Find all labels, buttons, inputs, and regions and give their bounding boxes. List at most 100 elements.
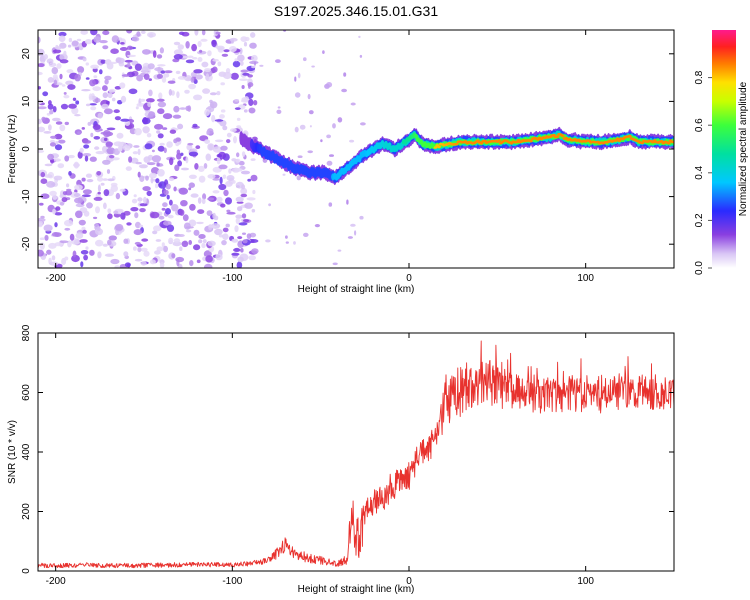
spectrogram-noise-blob — [99, 40, 108, 44]
spectrogram-noise-blob — [184, 89, 190, 94]
spectrogram-noise-blob — [179, 107, 186, 110]
spectrogram-noise-blob — [83, 210, 90, 217]
spectrogram-noise-blob — [90, 30, 98, 36]
spectrogram-noise-blob — [54, 222, 58, 228]
spectrogram-noise-blob — [124, 262, 131, 268]
spectrogram-noise-blob — [141, 238, 149, 242]
spectrogram-noise-blob — [349, 139, 355, 143]
spectrogram-noise-blob — [235, 214, 243, 219]
y-tick-label: -20 — [21, 237, 32, 252]
spectrogram-noise-blob — [66, 188, 72, 192]
spectrogram-noise-blob — [38, 48, 45, 57]
colorbar-tick-label: 0.4 — [694, 165, 705, 179]
spectrogram-noise-blob — [251, 54, 258, 62]
spectrogram-noise-blob — [89, 156, 97, 162]
spectrogram-noise-blob — [114, 265, 120, 268]
spectrogram-noise-blob — [49, 109, 54, 115]
spectrogram-noise-blob — [226, 139, 231, 144]
spectrogram-noise-blob — [201, 242, 206, 249]
spectrogram-noise-blob — [126, 45, 133, 51]
spectrogram-noise-blob — [185, 59, 195, 64]
spectrogram-noise-blob — [246, 197, 256, 201]
spectrogram-noise-blob — [314, 224, 320, 228]
spectrogram-noise-blob — [85, 246, 89, 250]
spectrogram-noise-blob — [217, 61, 222, 67]
spectrogram-noise-blob — [90, 132, 94, 138]
spectrogram-noise-blob — [94, 146, 100, 150]
spectrogram-noise-blob — [113, 210, 119, 215]
spectrogram-noise-blob — [175, 70, 181, 75]
spectrogram-noise-blob — [168, 89, 173, 96]
spectrogram-noise-blob — [222, 71, 232, 80]
spectrogram-noise-blob — [146, 98, 155, 103]
spectrogram-noise-blob — [234, 107, 241, 110]
spectrogram-noise-blob — [135, 221, 141, 229]
spectrogram-noise-blob — [198, 175, 206, 183]
spectrogram-noise-blob — [46, 58, 54, 64]
spectrogram-noise-blob — [240, 69, 249, 73]
spectrogram-noise-blob — [145, 175, 149, 181]
spectrogram-noise-blob — [173, 41, 181, 46]
spectrogram-noise-blob — [203, 163, 208, 169]
snr-y-label: SNR (10 * v/v) — [7, 420, 18, 484]
spectrogram-noise-blob — [141, 66, 149, 73]
spectrogram-ridge-cell — [640, 141, 645, 145]
spectrogram-noise-blob — [176, 152, 182, 160]
spectrogram-y-label: Frequency (Hz) — [7, 115, 18, 184]
spectrogram-noise-blob — [173, 54, 183, 60]
spectrogram-noise-blob — [104, 75, 112, 81]
spectrogram-noise-blob — [139, 98, 146, 102]
spectrogram-noise-blob — [159, 262, 165, 268]
spectrogram-noise-blob — [237, 236, 243, 240]
spectrogram-noise-blob — [125, 166, 132, 171]
spectrogram-noise-blob — [212, 58, 219, 62]
spectrogram-noise-blob — [106, 100, 110, 105]
spectrogram-noise-blob — [137, 197, 143, 202]
spectrogram-noise-blob — [162, 202, 168, 208]
spectrogram-noise-blob — [163, 189, 169, 196]
spectrogram-noise-blob — [143, 196, 147, 204]
spectrogram-noise-blob — [148, 111, 156, 119]
spectrogram-noise-blob — [240, 193, 248, 198]
spectrogram-noise-blob — [82, 229, 87, 234]
spectrogram-noise-blob — [216, 157, 221, 165]
spectrogram-noise-blob — [231, 158, 237, 162]
colorbar-axis: 0.0 0.2 0.4 0.6 0.8 — [694, 70, 712, 275]
spectrogram-noise-blob — [196, 221, 204, 225]
spectrogram-noise-blob — [240, 99, 250, 103]
spectrogram-noise-blob — [85, 173, 93, 178]
spectrogram-noise-blob — [106, 62, 114, 70]
spectrogram-noise-blob — [185, 156, 189, 164]
spectrogram-noise-blob — [130, 207, 139, 212]
spectrogram-noise-blob — [250, 32, 256, 38]
spectrogram-noise-blob — [171, 253, 176, 259]
spectrogram-noise-blob — [52, 158, 61, 162]
spectrogram-noise-blob — [79, 239, 88, 243]
spectrogram-noise-blob — [93, 75, 98, 79]
spectrogram-noise-blob — [346, 199, 349, 205]
spectrogram-noise-blob — [311, 65, 315, 68]
spectrogram-noise-blob — [229, 46, 237, 53]
spectrogram-noise-blob — [67, 84, 76, 90]
spectrogram-noise-blob — [337, 117, 343, 123]
spectrogram-noise-blob — [171, 204, 179, 212]
spectrogram-noise-blob — [148, 33, 154, 38]
colorbar-gradient — [712, 30, 736, 268]
spectrogram-noise-blob — [176, 149, 181, 155]
spectrogram-noise-blob — [156, 246, 164, 252]
spectrogram-noise-blob — [237, 256, 244, 263]
spectrogram-noise-blob — [216, 91, 221, 96]
spectrogram-noise-blob — [123, 251, 129, 257]
spectrogram-noise-blob — [68, 103, 77, 109]
spectrogram-noise-blob — [173, 105, 180, 113]
spectrogram-noise-blob — [219, 114, 225, 119]
spectrogram-noise-blob — [223, 49, 230, 53]
spectrogram-noise-blob — [197, 57, 203, 62]
spectrogram-noise-blob — [139, 203, 148, 207]
spectrogram-noise-blob — [188, 182, 195, 188]
spectrogram-noise-blob — [38, 71, 43, 76]
spectrogram-noise-blob — [106, 169, 111, 174]
spectrogram-noise-blob — [82, 189, 92, 195]
y-tick-label: 200 — [21, 503, 32, 520]
spectrogram-noise-blob — [238, 222, 248, 226]
